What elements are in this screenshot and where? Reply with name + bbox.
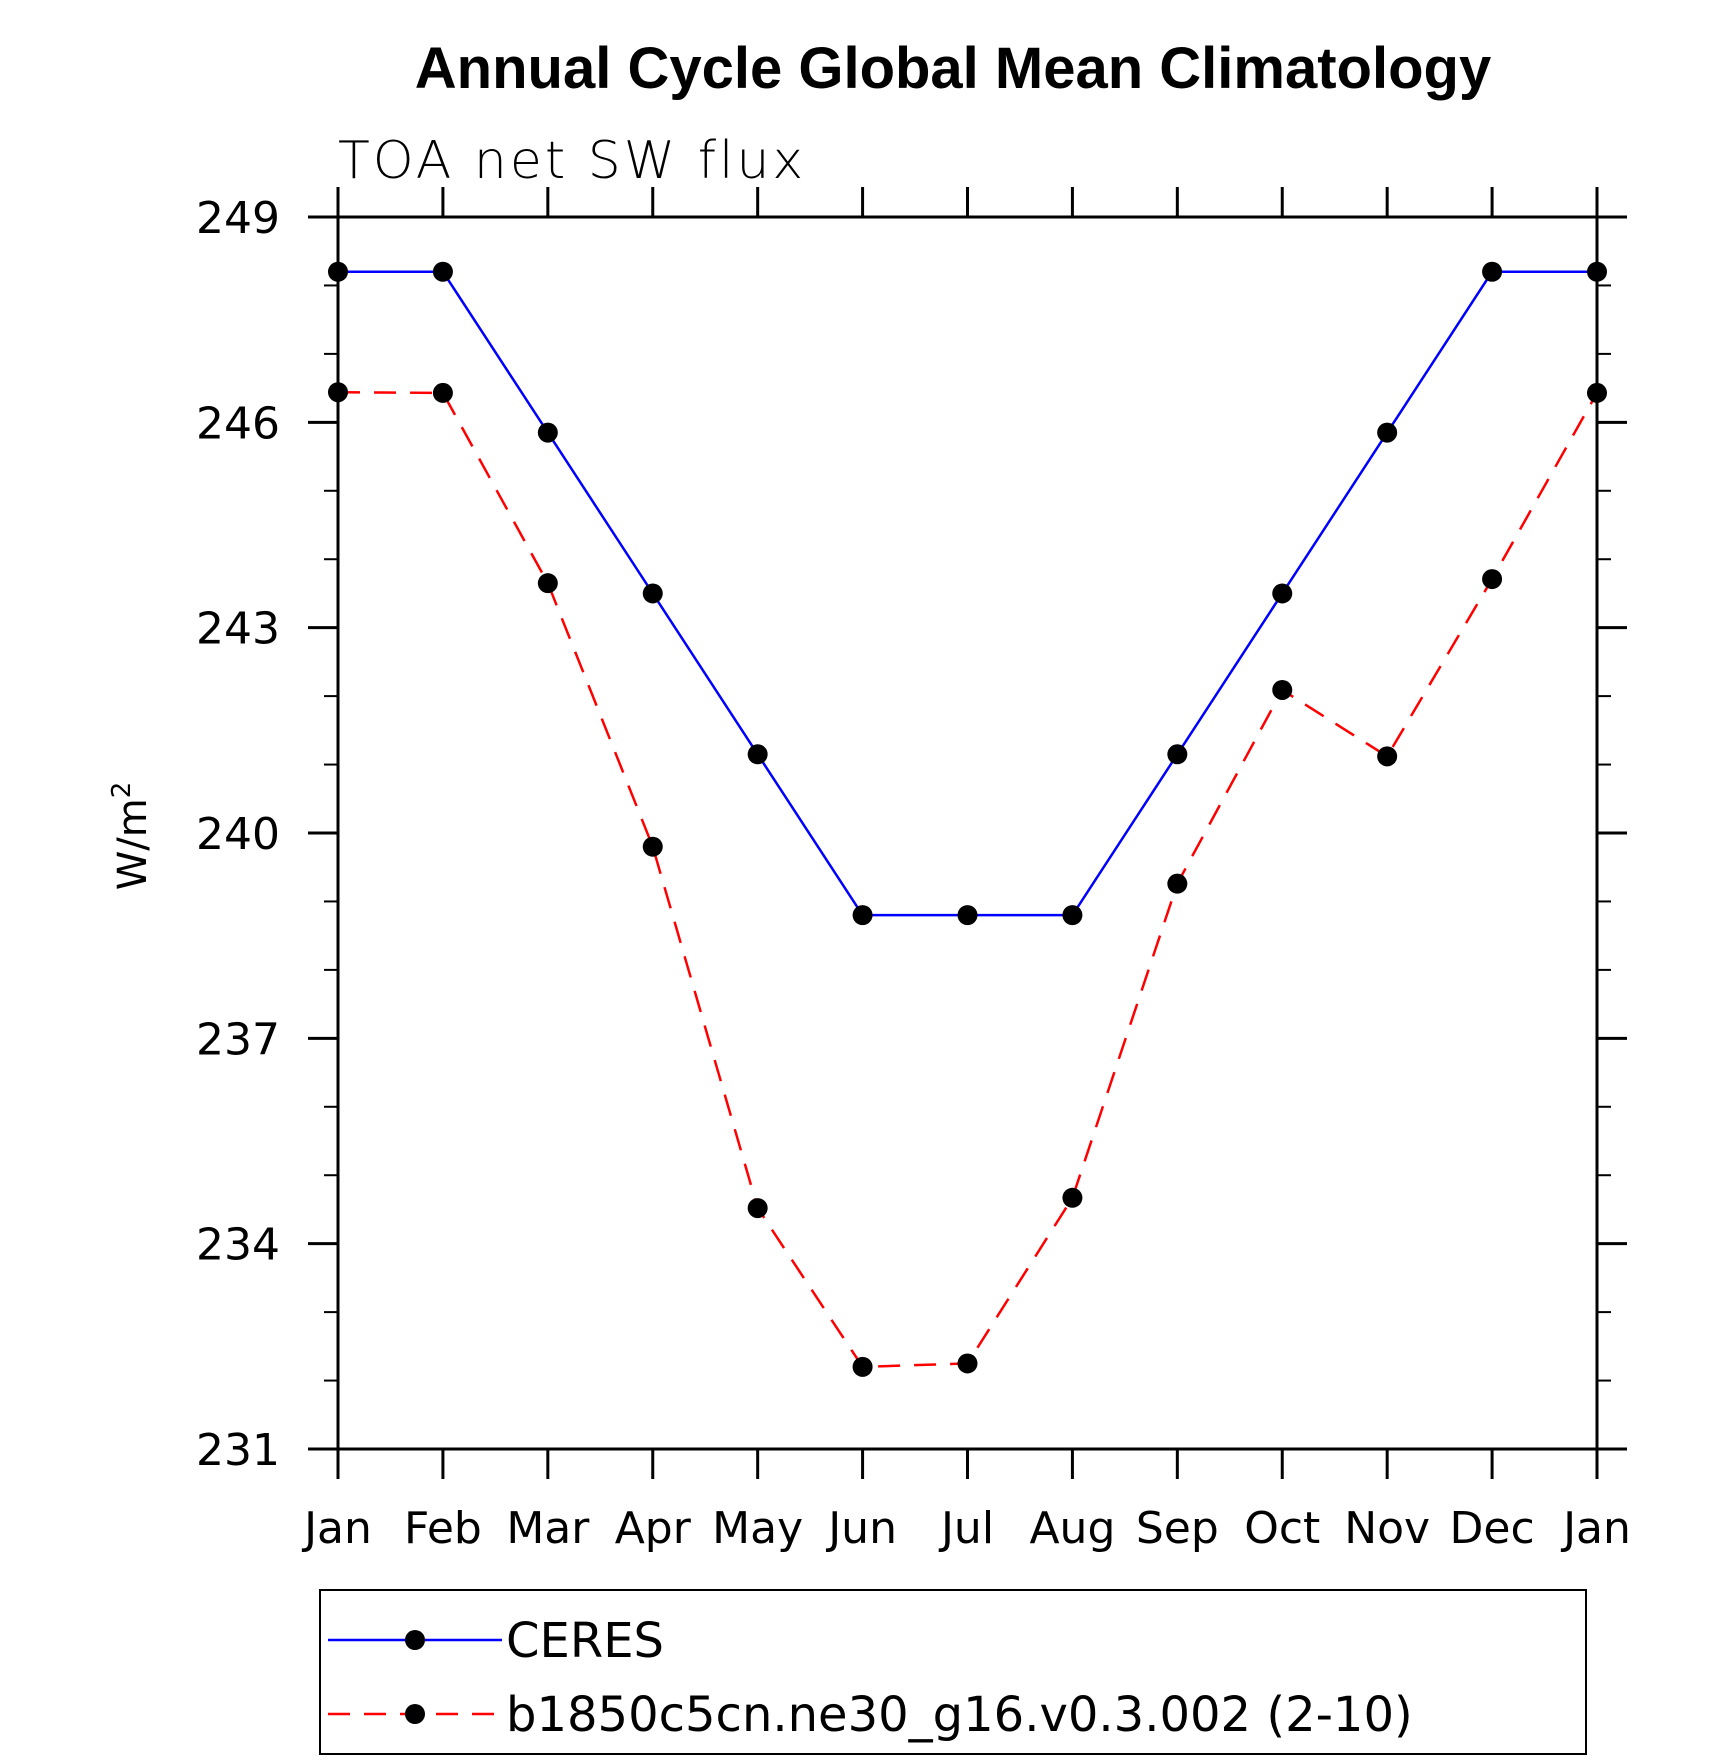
series-1-point	[1587, 261, 1607, 282]
x-tick-label: Aug	[1029, 1503, 1115, 1554]
series-1-point	[1167, 744, 1188, 765]
series-2-point	[537, 573, 558, 594]
y-axis-label-text: W/m	[110, 798, 156, 890]
chart-title: Annual Cycle Global Mean Climatology	[415, 36, 1491, 101]
series-1-point	[432, 261, 453, 282]
series-1-point	[1377, 422, 1398, 443]
legend-items: CERES b1850c5cn.ne30_g16.v0.3.002 (2-10)	[328, 1613, 1413, 1743]
series-line-1	[338, 270, 1597, 917]
series-1-point	[642, 583, 663, 604]
series-1-point	[957, 905, 978, 926]
series-1-point	[1062, 905, 1083, 926]
y-tick-label: 240	[196, 809, 280, 860]
y-tick-label: 234	[196, 1220, 280, 1271]
x-tick-label: Jan	[301, 1503, 372, 1554]
x-tick-label: Jan	[1560, 1503, 1631, 1554]
legend-marker-1	[405, 1630, 425, 1650]
chart-subtitle: TOA net SW flux	[338, 131, 806, 191]
x-tick-label: Feb	[404, 1503, 482, 1554]
x-tick-label: Apr	[615, 1503, 692, 1554]
series-2-point	[852, 1356, 873, 1377]
svg-text:W/m2: W/m2	[107, 782, 156, 891]
x-tick-label: Jun	[825, 1503, 897, 1554]
legend-label-2: b1850c5cn.ne30_g16.v0.3.002 (2-10)	[506, 1687, 1413, 1743]
series-2-point	[1167, 873, 1188, 894]
y-tick-label: 231	[196, 1425, 280, 1476]
x-tick-label: Dec	[1450, 1503, 1535, 1554]
x-tick-label: Jul	[938, 1503, 994, 1554]
series-2-point	[432, 382, 453, 403]
legend-marker-2	[405, 1704, 425, 1724]
series-1-point	[537, 422, 558, 443]
series-line-2	[337, 390, 1599, 1369]
y-tick-label: 249	[196, 193, 280, 244]
series-1-point	[328, 261, 348, 282]
series-2-point	[1272, 679, 1293, 700]
series-1-point	[852, 905, 873, 926]
axes: Jan Feb Mar Apr May Jun Jul Aug Sep Oct Nov Dec Jan 2…	[196, 187, 1631, 1554]
legend-box	[319, 1589, 1587, 1755]
x-tick-label: Mar	[506, 1503, 590, 1554]
series-1-point	[1482, 261, 1503, 282]
y-axis-label-superscript: 2	[107, 782, 137, 799]
y-axis-label: W/m2	[107, 782, 156, 891]
series-2-point	[1482, 569, 1503, 590]
series-1-point	[747, 744, 768, 765]
x-tick-label: May	[712, 1503, 803, 1554]
x-tick-label: Oct	[1244, 1503, 1320, 1554]
series-2-point	[1377, 746, 1398, 767]
y-tick-label: 237	[196, 1014, 280, 1065]
series-2-point	[1587, 382, 1607, 403]
series-layer	[328, 261, 1607, 1377]
x-tick-label: Nov	[1344, 1503, 1430, 1554]
y-tick-label: 243	[196, 604, 280, 655]
legend-label-1: CERES	[506, 1613, 664, 1669]
series-2-point	[957, 1353, 978, 1374]
series-2-point	[747, 1198, 768, 1219]
series-2-point	[1062, 1187, 1083, 1208]
legend: CERES b1850c5cn.ne30_g16.v0.3.002 (2-10)	[319, 1589, 1587, 1755]
series-2-point	[328, 382, 348, 403]
y-tick-label: 246	[196, 398, 280, 449]
series-1-point	[1272, 583, 1293, 604]
x-tick-label: Sep	[1136, 1503, 1219, 1554]
series-2-point	[642, 836, 663, 857]
